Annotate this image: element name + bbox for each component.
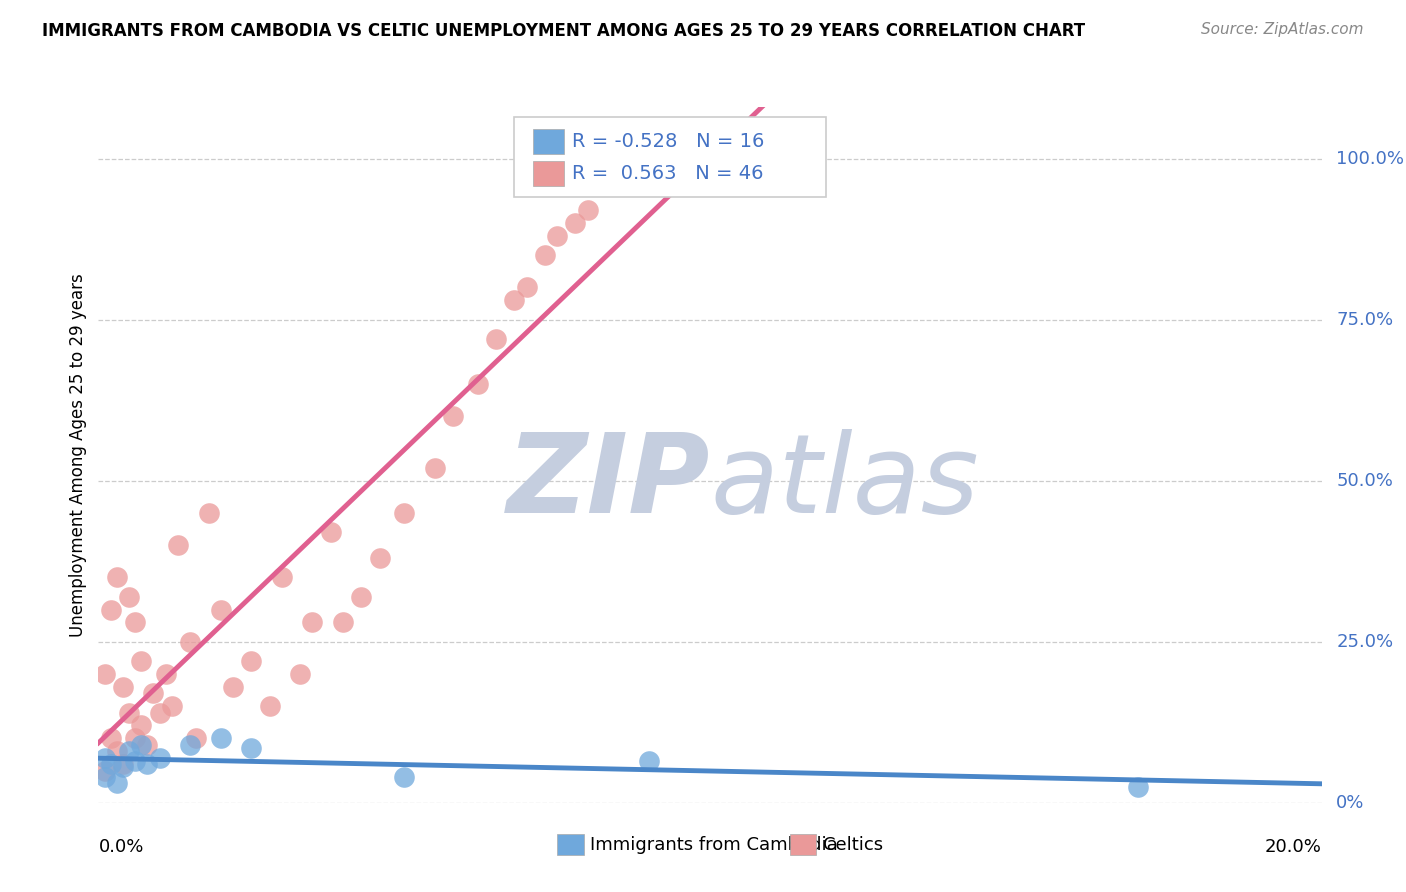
Point <box>1128 780 1150 794</box>
Point <box>546 228 568 243</box>
Text: atlas: atlas <box>710 429 979 536</box>
Point <box>485 332 508 346</box>
Point <box>186 731 208 746</box>
Point <box>136 757 159 772</box>
Point <box>111 760 134 774</box>
Point <box>100 757 122 772</box>
Text: 100.0%: 100.0% <box>1336 150 1405 168</box>
Text: Source: ZipAtlas.com: Source: ZipAtlas.com <box>1201 22 1364 37</box>
Point <box>209 602 232 616</box>
Point <box>197 506 219 520</box>
Point <box>129 654 152 668</box>
Point <box>124 615 146 630</box>
Point <box>392 506 416 520</box>
Point <box>516 280 538 294</box>
Point <box>100 731 122 746</box>
Point <box>149 706 172 720</box>
Point <box>160 699 183 714</box>
Point <box>105 744 128 758</box>
Point <box>105 570 128 584</box>
Point <box>93 750 115 764</box>
Point <box>332 615 354 630</box>
Point <box>142 686 165 700</box>
Point <box>350 590 373 604</box>
Point <box>167 538 190 552</box>
Point <box>259 699 281 714</box>
Text: 20.0%: 20.0% <box>1265 838 1322 855</box>
Point <box>441 409 464 424</box>
Text: 50.0%: 50.0% <box>1336 472 1393 490</box>
Point <box>155 667 177 681</box>
Point <box>118 590 141 604</box>
Bar <box>533 161 564 186</box>
Bar <box>790 834 817 855</box>
FancyBboxPatch shape <box>515 118 827 197</box>
Point <box>93 764 115 778</box>
Text: R =  0.563   N = 46: R = 0.563 N = 46 <box>572 163 763 183</box>
Point <box>576 203 599 218</box>
Y-axis label: Unemployment Among Ages 25 to 29 years: Unemployment Among Ages 25 to 29 years <box>69 273 87 637</box>
Point <box>179 634 201 648</box>
Text: 0.0%: 0.0% <box>98 838 143 855</box>
Point <box>222 680 245 694</box>
Point <box>93 667 115 681</box>
Text: R = -0.528   N = 16: R = -0.528 N = 16 <box>572 132 765 152</box>
Point <box>136 738 159 752</box>
Point <box>124 731 146 746</box>
Text: Celtics: Celtics <box>823 836 883 854</box>
Point <box>124 754 146 768</box>
Text: ZIP: ZIP <box>506 429 710 536</box>
Point <box>534 248 557 262</box>
Point <box>392 770 416 784</box>
Point <box>129 718 152 732</box>
Point <box>637 754 661 768</box>
Text: 0%: 0% <box>1336 794 1365 812</box>
Point <box>467 377 489 392</box>
Point <box>503 293 526 308</box>
Point <box>111 757 134 772</box>
Point <box>129 738 152 752</box>
Point <box>637 164 661 178</box>
Point <box>93 770 115 784</box>
Text: IMMIGRANTS FROM CAMBODIA VS CELTIC UNEMPLOYMENT AMONG AGES 25 TO 29 YEARS CORREL: IMMIGRANTS FROM CAMBODIA VS CELTIC UNEMP… <box>42 22 1085 40</box>
Point <box>564 216 586 230</box>
Point <box>423 460 446 475</box>
Point <box>105 776 128 790</box>
Point <box>240 654 263 668</box>
Point <box>240 741 263 756</box>
Point <box>100 602 122 616</box>
Point <box>111 680 134 694</box>
Bar <box>557 834 583 855</box>
Text: 25.0%: 25.0% <box>1336 632 1393 651</box>
Point <box>149 750 172 764</box>
Point <box>290 667 312 681</box>
Point <box>301 615 323 630</box>
Point <box>118 744 141 758</box>
Point <box>179 738 201 752</box>
Point <box>118 706 141 720</box>
Text: 75.0%: 75.0% <box>1336 310 1393 328</box>
Point <box>209 731 232 746</box>
Text: Immigrants from Cambodia: Immigrants from Cambodia <box>591 836 838 854</box>
Point <box>319 525 342 540</box>
Point <box>270 570 292 584</box>
Bar <box>533 129 564 154</box>
Point <box>368 551 391 566</box>
